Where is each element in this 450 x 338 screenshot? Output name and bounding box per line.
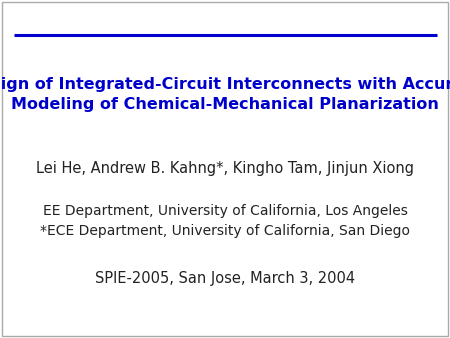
Text: SPIE-2005, San Jose, March 3, 2004: SPIE-2005, San Jose, March 3, 2004: [95, 271, 355, 286]
Text: EE Department, University of California, Los Angeles
*ECE Department, University: EE Department, University of California,…: [40, 204, 410, 238]
Text: Design of Integrated-Circuit Interconnects with Accurate
Modeling of Chemical-Me: Design of Integrated-Circuit Interconnec…: [0, 77, 450, 112]
Text: Lei He, Andrew B. Kahng*, Kingho Tam, Jinjun Xiong: Lei He, Andrew B. Kahng*, Kingho Tam, Ji…: [36, 162, 414, 176]
